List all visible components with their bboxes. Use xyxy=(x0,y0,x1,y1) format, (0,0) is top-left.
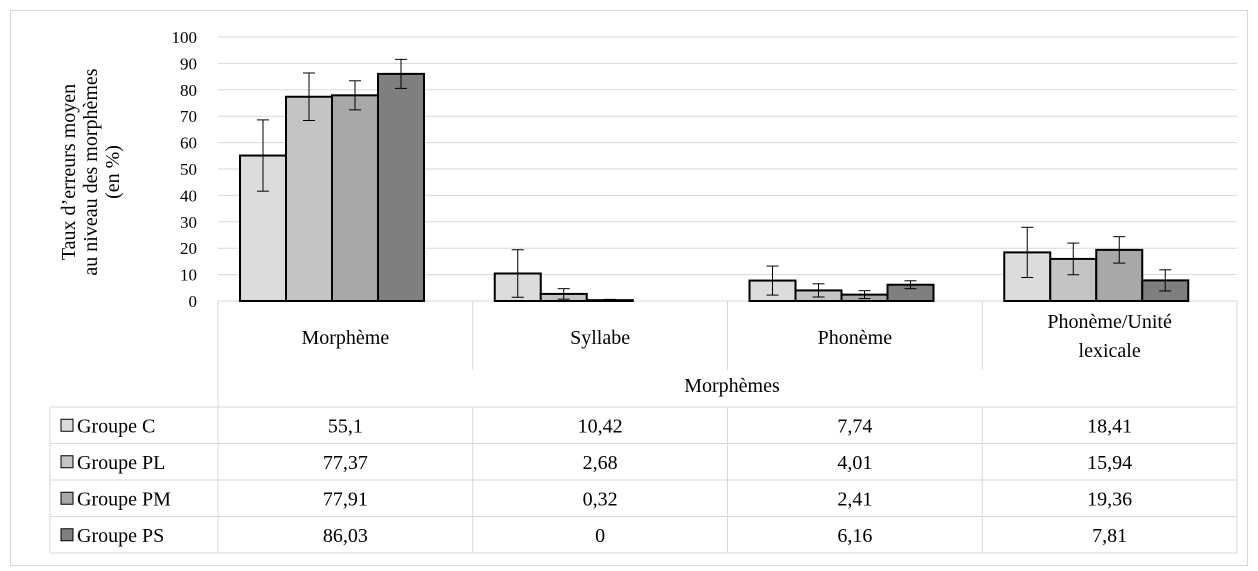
table-value: 77,37 xyxy=(323,452,368,474)
table-value: 10,42 xyxy=(578,415,623,437)
table-value: 55,1 xyxy=(328,415,363,437)
table-value: 4,01 xyxy=(837,452,872,474)
bar xyxy=(331,94,379,302)
table-value: 86,03 xyxy=(323,525,368,547)
legend-swatch xyxy=(60,418,74,432)
category-label: Phonème/Unité xyxy=(1047,311,1172,333)
y-tick-label: 60 xyxy=(180,134,197,153)
legend-swatch xyxy=(60,528,74,542)
y-axis-label-line-3: (en %) xyxy=(102,145,124,199)
y-tick-label: 90 xyxy=(180,54,197,73)
y-axis-label: Taux d’erreurs moyen au niveau des morph… xyxy=(58,68,124,275)
category-labels: Morphème Syllabe Phonème Phonème/Unité lexic… xyxy=(301,311,1171,362)
error-bars xyxy=(257,58,1172,302)
y-axis-label-line-1: Taux d’erreurs moyen xyxy=(58,84,80,260)
legend-swatch xyxy=(60,491,74,505)
legend-label: Groupe C xyxy=(77,415,155,437)
table-value: 77,91 xyxy=(323,488,368,510)
y-tick-label: 30 xyxy=(180,213,197,232)
category-label: Syllabe xyxy=(570,327,630,349)
legend-label: Groupe PM xyxy=(77,488,171,510)
table-value: 7,74 xyxy=(837,415,872,437)
y-axis-ticks: 0 10 20 30 40 50 60 70 80 90 100 xyxy=(172,28,198,311)
data-table: Groupe C 55,1 10,42 7,74 18,41 Groupe PL 77,37… xyxy=(49,301,1238,554)
table-value: 0 xyxy=(595,525,605,547)
bar xyxy=(377,72,425,302)
category-label: Phonème xyxy=(818,327,893,349)
y-tick-label: 10 xyxy=(180,266,197,285)
legend-swatch xyxy=(60,455,74,469)
table-value: 7,81 xyxy=(1092,525,1127,547)
table-value: 18,41 xyxy=(1087,415,1132,437)
y-tick-label: 50 xyxy=(180,160,197,179)
table-value: 0,32 xyxy=(583,488,618,510)
table-value: 2,68 xyxy=(583,452,618,474)
table-value: 19,36 xyxy=(1087,488,1132,510)
y-tick-label: 40 xyxy=(180,186,197,205)
x-axis-label: Morphèmes xyxy=(684,375,780,397)
table-value: 6,16 xyxy=(837,525,872,547)
y-tick-label: 80 xyxy=(180,81,197,100)
y-tick-label: 0 xyxy=(189,292,198,311)
table-value: 2,41 xyxy=(837,488,872,510)
bar xyxy=(285,95,333,303)
y-axis-label-line-2: au niveau des morphèmes xyxy=(80,68,102,275)
category-label: lexicale xyxy=(1079,340,1141,362)
legend-label: Groupe PS xyxy=(77,525,164,547)
y-tick-label: 100 xyxy=(172,28,198,47)
y-tick-label: 20 xyxy=(180,239,197,258)
category-label: Morphème xyxy=(301,327,389,349)
y-tick-label: 70 xyxy=(180,107,197,126)
legend-label: Groupe PL xyxy=(77,452,165,474)
table-value: 15,94 xyxy=(1087,452,1132,474)
